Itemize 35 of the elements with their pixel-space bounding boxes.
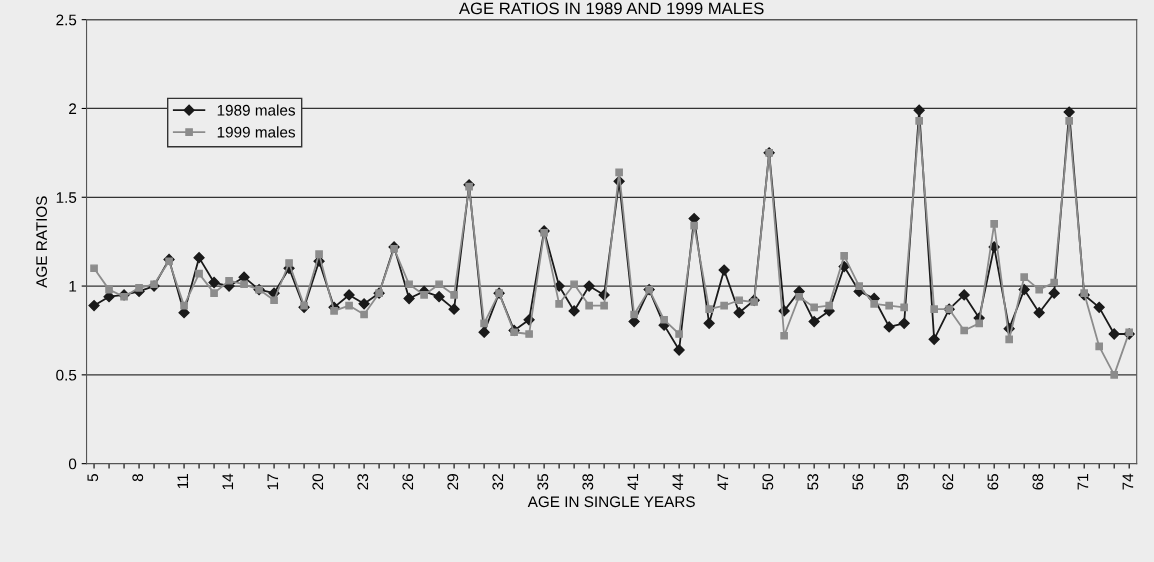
x-tick-label: 35	[537, 474, 549, 490]
x-tick-label: 47	[717, 474, 729, 491]
legend-label: 1989 males	[217, 104, 296, 116]
x-tick-label: 68	[1032, 474, 1044, 490]
x-tick-label: 71	[1077, 474, 1089, 490]
x-tick-label: 53	[807, 474, 819, 490]
x-tick-label: 50	[762, 473, 774, 490]
y-tick-label: 0	[68, 458, 77, 470]
chart-title: AGE RATIOS IN 1989 AND 1999 MALES	[458, 2, 764, 15]
x-tick-label: 29	[447, 474, 459, 490]
x-tick-label: 11	[177, 474, 189, 489]
x-tick-label: 26	[402, 474, 414, 490]
x-tick-label: 59	[897, 474, 909, 490]
x-tick-label: 44	[672, 473, 684, 491]
x-tick-label: 56	[852, 474, 864, 490]
y-tick-label: 0.5	[56, 369, 77, 381]
x-tick-label: 20	[312, 473, 324, 490]
x-tick-label: 41	[627, 474, 639, 491]
x-tick-label: 17	[267, 474, 279, 490]
x-tick-label: 38	[582, 474, 594, 490]
x-tick-label: 74	[1122, 473, 1134, 490]
legend-label: 1999 males	[217, 126, 296, 138]
y-tick-label: 1	[69, 281, 77, 292]
y-axis-title: AGE RATIOS	[36, 196, 48, 288]
y-tick-label: 2	[69, 103, 77, 114]
x-tick-label: 32	[492, 474, 504, 490]
x-tick-label: 23	[357, 474, 369, 490]
x-tick-label: 5	[87, 474, 99, 482]
x-tick-label: 65	[987, 474, 999, 490]
x-tick-label: 62	[942, 474, 954, 490]
y-tick-label: 1.5	[56, 192, 77, 203]
x-tick-label: 8	[132, 474, 144, 482]
x-tick-label: 14	[222, 473, 234, 490]
y-tick-label: 2.5	[56, 14, 77, 26]
x-axis-title: AGE IN SINGLE YEARS	[527, 496, 695, 508]
